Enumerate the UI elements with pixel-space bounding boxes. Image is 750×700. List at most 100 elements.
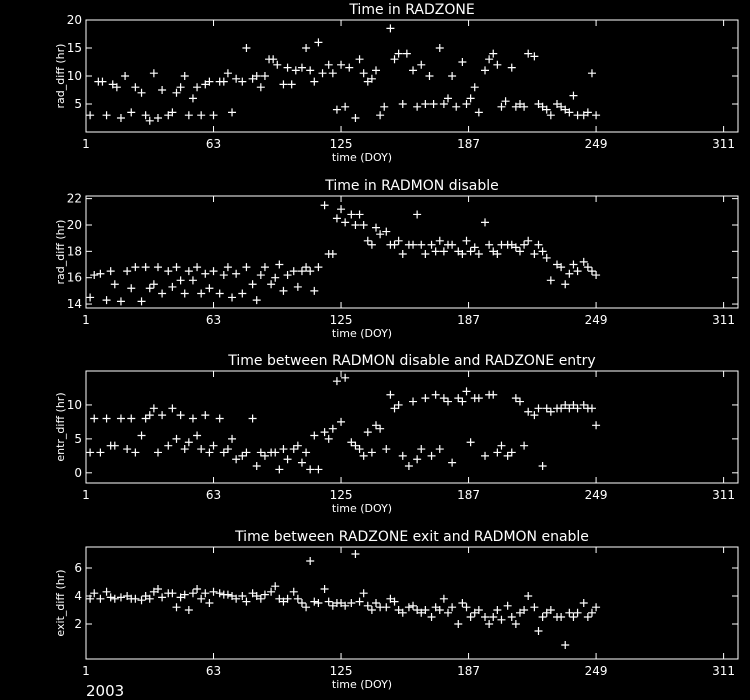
data-point: [579, 400, 588, 409]
data-point: [267, 587, 276, 596]
x-tick-label: 1: [82, 664, 90, 678]
data-point: [386, 24, 395, 33]
data-point: [592, 271, 601, 280]
data-point: [458, 397, 467, 406]
data-point: [123, 445, 132, 454]
data-point: [417, 240, 426, 249]
data-point: [355, 55, 364, 64]
data-point: [168, 108, 177, 117]
data-point: [215, 414, 224, 423]
data-point: [557, 102, 566, 111]
data-point: [431, 247, 440, 256]
chart-title: Time in RADZONE: [348, 2, 474, 18]
data-point: [201, 411, 210, 420]
data-point: [524, 236, 533, 245]
data-point: [337, 205, 346, 214]
data-point: [466, 613, 475, 621]
data-point: [497, 615, 506, 624]
data-point: [291, 66, 300, 75]
data-point: [367, 606, 376, 614]
data-point: [569, 91, 578, 100]
data-point: [131, 83, 140, 92]
data-point: [489, 49, 498, 58]
data-point: [561, 641, 570, 649]
data-point: [413, 102, 422, 111]
data-point: [402, 49, 411, 58]
data-point: [127, 108, 136, 117]
data-point: [289, 587, 298, 596]
x-tick-label: 187: [457, 313, 480, 327]
data-point: [413, 606, 422, 614]
data-point: [228, 293, 237, 302]
data-point: [149, 587, 158, 596]
data-point: [481, 218, 490, 227]
data-point: [553, 260, 562, 269]
data-point: [197, 594, 206, 603]
data-point: [116, 114, 125, 122]
data-point: [443, 608, 452, 617]
data-point: [90, 414, 99, 423]
data-point: [141, 263, 150, 272]
data-point: [252, 296, 261, 305]
data-point: [238, 77, 247, 86]
data-point: [252, 462, 261, 471]
data-point: [439, 247, 448, 256]
data-point: [223, 69, 232, 78]
data-point: [123, 267, 132, 276]
data-point: [493, 448, 502, 457]
data-point: [289, 445, 298, 454]
data-point: [108, 80, 117, 89]
data-point: [530, 603, 539, 612]
data-point: [466, 438, 475, 447]
data-point: [427, 240, 436, 249]
data-point: [355, 210, 364, 219]
data-point: [332, 105, 341, 114]
data-point: [252, 592, 261, 600]
data-point: [310, 431, 319, 440]
y-axis-label: exit_diff (hr): [54, 569, 67, 636]
data-point: [380, 102, 389, 111]
data-point: [493, 60, 502, 69]
data-point: [242, 597, 251, 606]
data-point: [106, 593, 115, 602]
x-tick-label: 249: [585, 313, 608, 327]
data-point: [462, 603, 471, 612]
data-point: [337, 417, 346, 426]
data-point: [260, 451, 269, 460]
data-point: [256, 271, 265, 280]
data-point: [293, 594, 302, 603]
x-axis-label: time (DOY): [332, 327, 392, 340]
data-point: [197, 289, 206, 298]
data-point: [283, 271, 292, 280]
data-point: [485, 240, 494, 249]
data-point: [306, 465, 315, 474]
data-point: [86, 293, 95, 302]
data-point: [337, 60, 346, 69]
data-point: [332, 377, 341, 386]
data-point: [390, 240, 399, 249]
data-point: [172, 263, 181, 272]
data-point: [328, 601, 337, 610]
data-point: [583, 613, 592, 621]
data-point: [324, 434, 333, 443]
data-point: [219, 448, 228, 457]
data-point: [413, 455, 422, 464]
data-point: [569, 400, 578, 409]
data-point: [592, 111, 601, 120]
data-point: [565, 269, 574, 278]
data-point: [228, 592, 237, 600]
data-point: [193, 585, 202, 593]
data-point: [404, 462, 413, 471]
data-point: [168, 589, 177, 598]
data-point: [435, 44, 444, 52]
data-point: [287, 80, 296, 89]
data-point: [86, 594, 95, 603]
data-point: [228, 434, 237, 443]
data-point: [409, 240, 418, 249]
data-point: [320, 201, 329, 210]
data-point: [474, 606, 483, 614]
data-point: [394, 49, 403, 58]
year-label: 2003: [86, 682, 125, 700]
data-point: [248, 589, 257, 598]
data-point: [324, 597, 333, 606]
